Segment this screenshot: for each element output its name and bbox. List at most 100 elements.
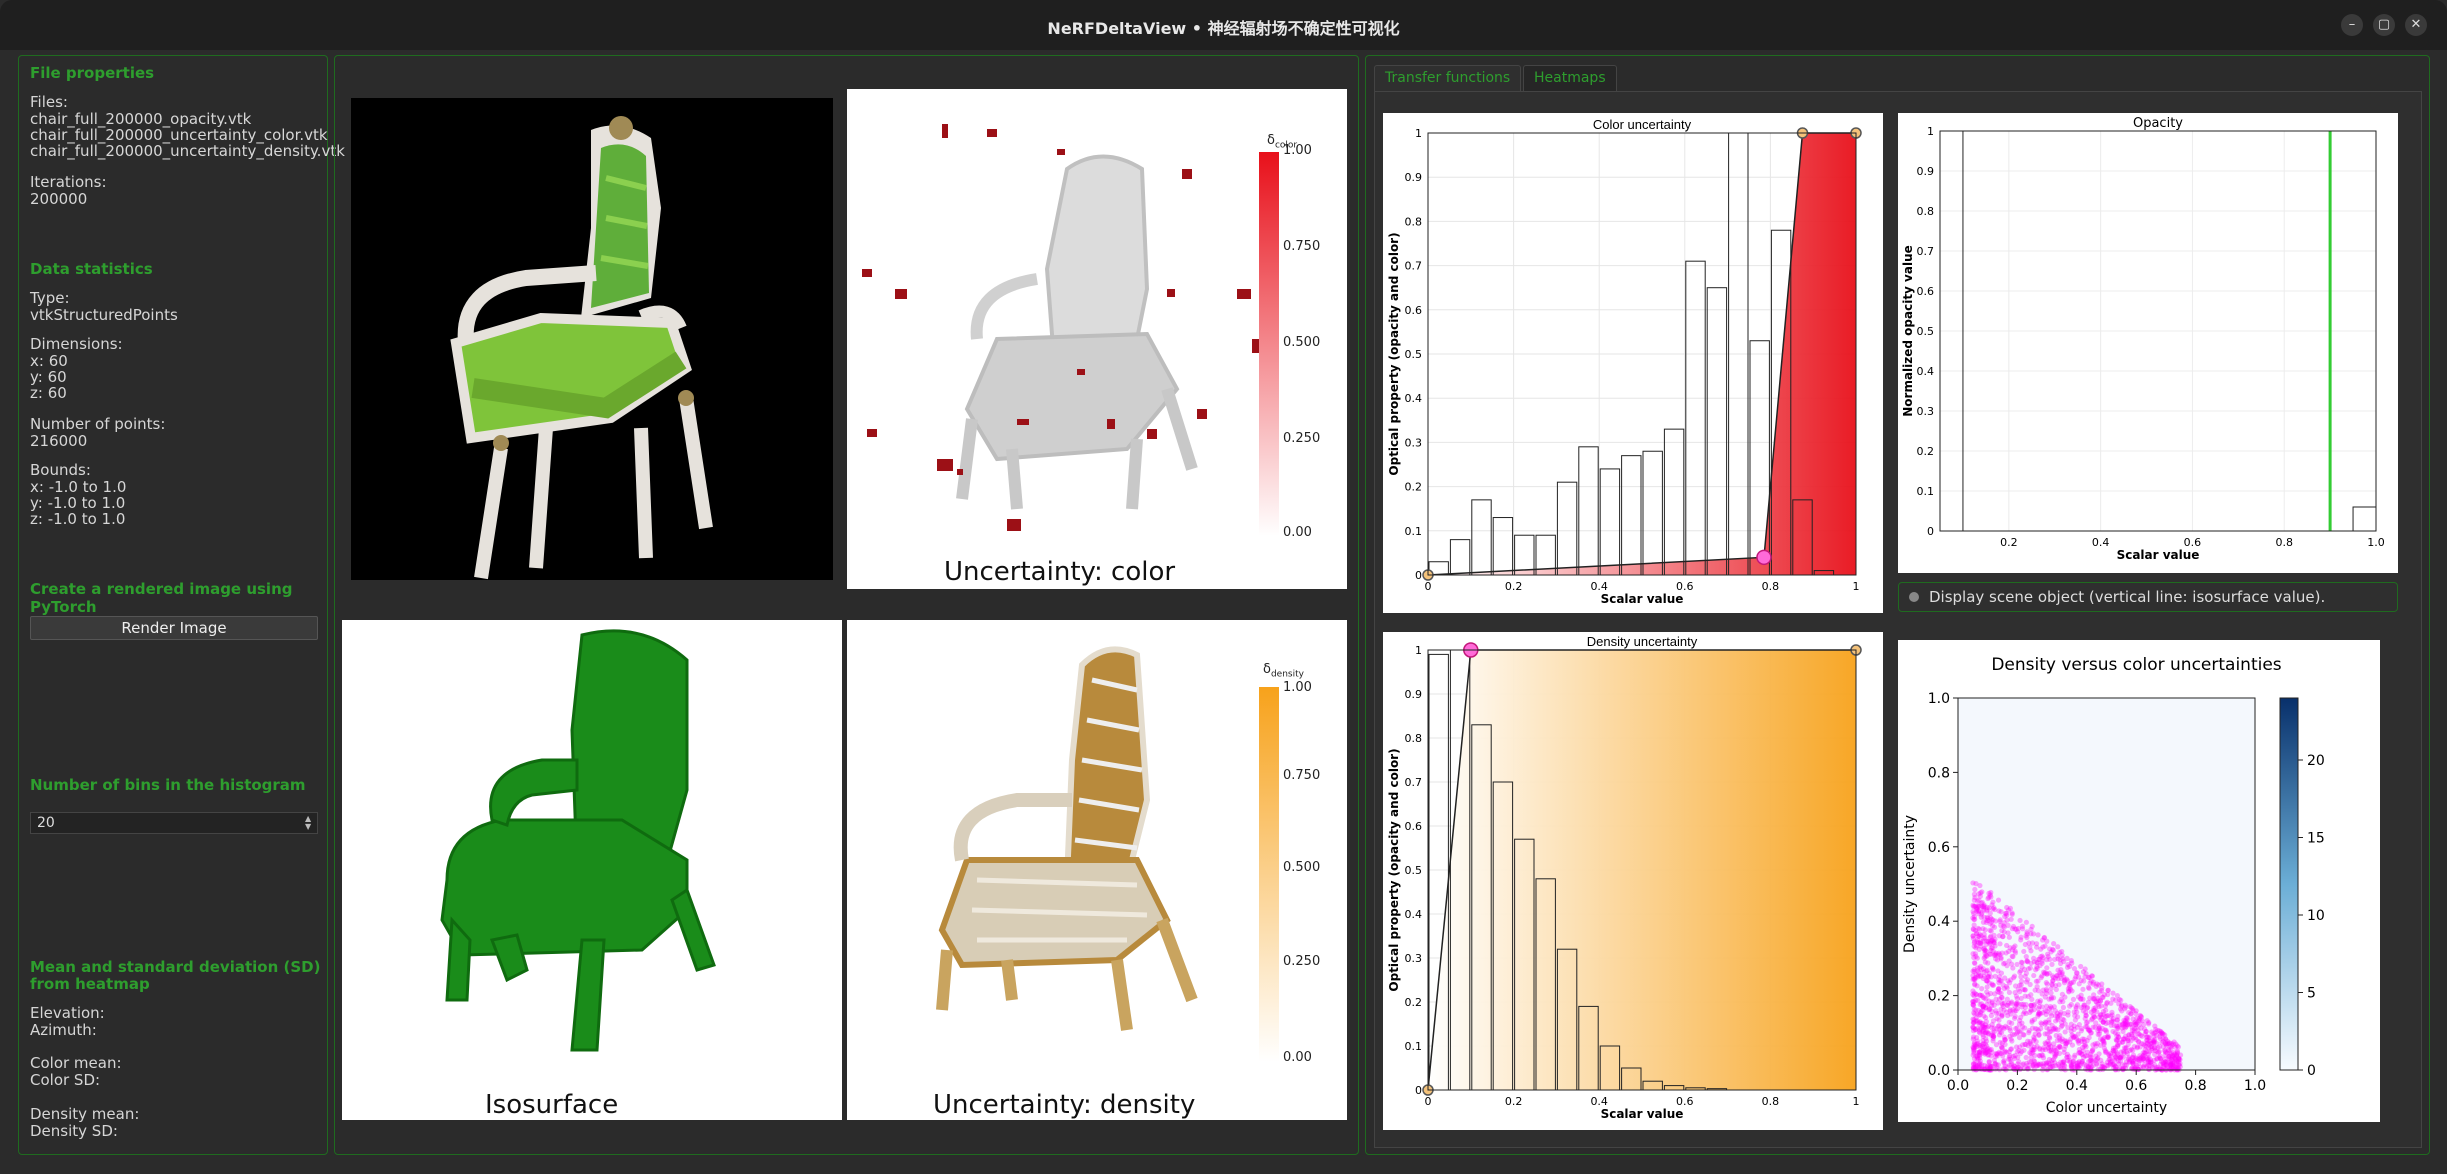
- scatter-point: [2040, 1063, 2046, 1070]
- scatter-point: [1981, 1062, 1988, 1069]
- scatter-point: [1974, 1018, 1980, 1024]
- scatter-point: [2062, 1038, 2068, 1044]
- tab-heatmaps[interactable]: Heatmaps: [1523, 65, 1617, 91]
- density-uncertainty-chart[interactable]: Density uncertainty 0 0.1 0.2 0.3 0.4 0.5 0.6 0.…: [1383, 632, 1883, 1130]
- scatter-point: [2039, 973, 2045, 979]
- scatter-point: [1971, 1017, 1977, 1023]
- scatter-point: [1971, 1061, 1977, 1067]
- scatter-point: [2052, 982, 2059, 989]
- scatter-point: [2135, 1066, 2141, 1072]
- scatter-point: [2072, 976, 2078, 982]
- scatter-point: [1978, 900, 1984, 906]
- scatter-point: [2129, 1033, 2135, 1039]
- scatter-point: [1988, 928, 1994, 934]
- scatter-point: [2067, 986, 2074, 993]
- scatter-point: [2022, 941, 2028, 948]
- scatter-point: [1974, 1056, 1980, 1062]
- scatter-point: [1974, 1063, 1980, 1070]
- scatter-point: [1970, 1052, 1976, 1058]
- y-tick-label: 0.1: [1405, 525, 1423, 538]
- scatter-point: [2034, 965, 2040, 972]
- scatter-point: [1981, 955, 1987, 961]
- scatter-point: [2096, 1023, 2102, 1029]
- color-uncertainty-chart[interactable]: Color uncertainty 0 0.1 0.2 0.3 0.4 0.5 0.6 0.7 0…: [1383, 113, 1883, 613]
- scatter-point: [2093, 1020, 2099, 1026]
- scatter-point: [1978, 914, 1984, 920]
- scatter-point: [2109, 1018, 2115, 1024]
- scatter-point: [1980, 975, 1986, 982]
- scatter-point: [2044, 988, 2050, 994]
- opacity-chart[interactable]: Opacity 0 0.1 0.2 0.3 0.4 0.5 0.6 0.7 0.8 0.9 1 0.2 0…: [1898, 113, 2398, 573]
- scatter-point: [2109, 1009, 2115, 1016]
- scatter-point: [2124, 1019, 2130, 1025]
- close-button[interactable]: ✕: [2405, 14, 2427, 36]
- scatter-point: [1982, 1024, 1988, 1031]
- scatter-point: [1997, 952, 2003, 958]
- scatter-point: [2030, 1047, 2036, 1053]
- scatter-point: [1982, 1030, 1988, 1036]
- scatter-point: [2012, 950, 2019, 956]
- scatter-point: [2162, 1048, 2168, 1054]
- scatter-point: [2012, 1013, 2018, 1020]
- scatter-point: [1977, 1030, 1983, 1036]
- scatter-point: [2060, 956, 2066, 962]
- scatter-point: [2050, 947, 2056, 953]
- scatter-point: [2072, 1034, 2078, 1040]
- scatter-point: [2081, 1036, 2087, 1042]
- scatter-point: [2007, 1033, 2013, 1039]
- scatter-point: [2099, 1061, 2105, 1067]
- scatter-point: [2177, 1064, 2183, 1070]
- render-image-button[interactable]: Render Image: [30, 616, 318, 640]
- scatter-point: [1984, 908, 1990, 914]
- color-uncertainty-view[interactable]: δcolor 1.00 0.750 0.500 0.250 0.00 Uncer…: [847, 89, 1347, 589]
- scatter-point: [2001, 929, 2007, 935]
- density-uncertainty-view[interactable]: δdensity 1.00 0.750 0.500 0.250 0.00 Unc…: [847, 620, 1347, 1120]
- scatter-point: [2030, 1050, 2036, 1056]
- scatter-point: [1970, 1065, 1976, 1071]
- scatter-point: [2039, 1052, 2045, 1058]
- x-tick-label: 0.4: [1590, 580, 1608, 593]
- color-mean-label: Color mean:: [30, 1054, 122, 1072]
- scatter-point: [2034, 964, 2040, 970]
- x-axis-label: Color uncertainty: [2046, 1100, 2167, 1116]
- scatter-point: [2058, 966, 2064, 973]
- scatter-point: [2090, 1046, 2096, 1053]
- scatter-point: [2135, 1027, 2141, 1033]
- scatter-point: [2031, 1046, 2038, 1053]
- scatter-point: [2113, 1023, 2120, 1029]
- scatter-point: [2122, 1033, 2129, 1039]
- scatter-point: [1978, 890, 1984, 896]
- scatter-point: [2052, 956, 2058, 963]
- scatter-chart[interactable]: Density versus color uncertainties 0.0 0.2…: [1898, 640, 2380, 1122]
- scatter-point: [1996, 980, 2002, 986]
- rendered-chair-view[interactable]: [351, 98, 833, 580]
- display-scene-checkbox[interactable]: Display scene object (vertical line: iso…: [1898, 582, 2398, 612]
- spin-arrows[interactable]: ▲ ▼: [305, 814, 312, 831]
- scatter-point: [2116, 1001, 2122, 1007]
- isosurface-view[interactable]: Isosurface: [342, 620, 842, 1120]
- bins-spinbox[interactable]: 20 ▲ ▼: [30, 812, 318, 834]
- scatter-point: [2119, 1025, 2125, 1031]
- scatter-point: [2081, 1002, 2088, 1008]
- tab-transfer-functions[interactable]: Transfer functions: [1374, 65, 1522, 91]
- x-axis-label: Scalar value: [1601, 1107, 1684, 1121]
- scatter-point: [2172, 1051, 2178, 1057]
- scatter-point: [2064, 1054, 2070, 1060]
- scatter-point: [2088, 1051, 2094, 1057]
- scatter-point: [2043, 1041, 2049, 1047]
- checkbox-indicator[interactable]: [1909, 592, 1919, 602]
- scatter-point: [2013, 1001, 2019, 1007]
- scatter-point: [2001, 1007, 2007, 1013]
- scatter-point: [2064, 1039, 2070, 1046]
- minimize-button[interactable]: –: [2341, 14, 2363, 36]
- scatter-point: [2046, 1026, 2052, 1032]
- density-bar-tick-0250: 0.250: [1283, 954, 1321, 969]
- maximize-button[interactable]: ▢: [2373, 14, 2395, 36]
- scatter-point: [2099, 994, 2105, 1000]
- scatter-point: [1999, 1013, 2005, 1019]
- scatter-point: [1970, 1024, 1976, 1030]
- scatter-point: [1996, 1010, 2002, 1017]
- scatter-point: [2173, 1064, 2179, 1071]
- scatter-point: [2079, 1058, 2085, 1065]
- scatter-point: [2053, 1049, 2060, 1055]
